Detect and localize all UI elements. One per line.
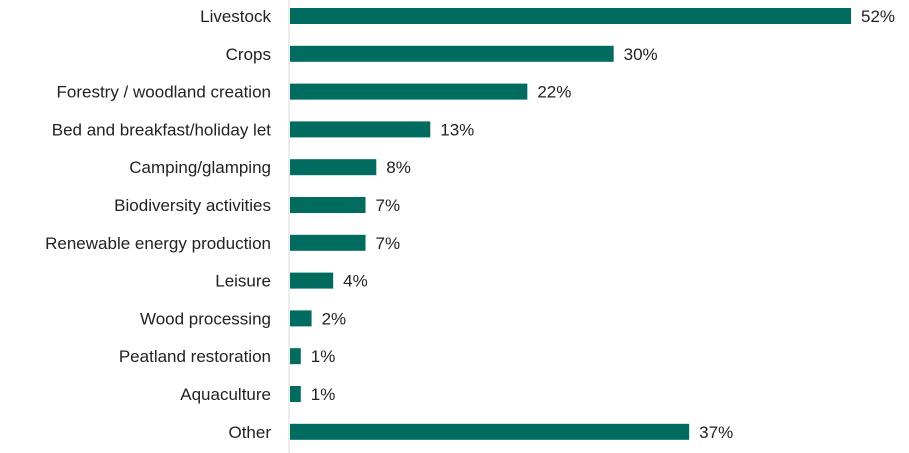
value-label: 1% — [311, 385, 336, 404]
bars-group — [290, 8, 851, 440]
category-label: Bed and breakfast/holiday let — [52, 120, 272, 139]
category-label: Leisure — [215, 272, 271, 291]
value-label: 7% — [376, 196, 401, 215]
bar — [290, 121, 431, 138]
bar — [290, 83, 528, 100]
value-label: 22% — [537, 83, 571, 102]
bar — [290, 45, 614, 62]
value-label: 37% — [699, 423, 733, 442]
bar — [290, 272, 334, 289]
value-label: 13% — [440, 120, 474, 139]
category-label: Biodiversity activities — [114, 196, 271, 215]
category-label: Wood processing — [140, 309, 271, 328]
category-label: Forestry / woodland creation — [57, 83, 272, 102]
bar — [290, 159, 377, 176]
bar — [290, 348, 301, 365]
value-label: 52% — [861, 7, 895, 26]
bar — [290, 423, 690, 440]
category-label: Camping/glamping — [129, 158, 271, 177]
category-label: Livestock — [200, 7, 271, 26]
category-label: Other — [228, 423, 271, 442]
value-label: 8% — [386, 158, 411, 177]
value-labels: 52% 30% 22% 13% 8% 7% 7% 4% 2% 1% 1% 37% — [311, 7, 895, 442]
bar — [290, 386, 301, 402]
value-label: 2% — [322, 309, 347, 328]
category-label: Aquaculture — [180, 385, 271, 404]
value-label: 30% — [624, 45, 658, 64]
bar — [290, 310, 312, 327]
category-labels: Livestock Crops Forestry / woodland creati… — [45, 7, 271, 442]
category-label: Crops — [226, 45, 271, 64]
category-label: Renewable energy production — [45, 234, 271, 253]
category-label: Peatland restoration — [119, 347, 271, 366]
value-label: 1% — [311, 347, 336, 366]
value-label: 7% — [376, 234, 401, 253]
bar — [290, 8, 851, 24]
value-label: 4% — [343, 272, 368, 291]
bar — [290, 197, 366, 213]
bar — [290, 234, 366, 251]
